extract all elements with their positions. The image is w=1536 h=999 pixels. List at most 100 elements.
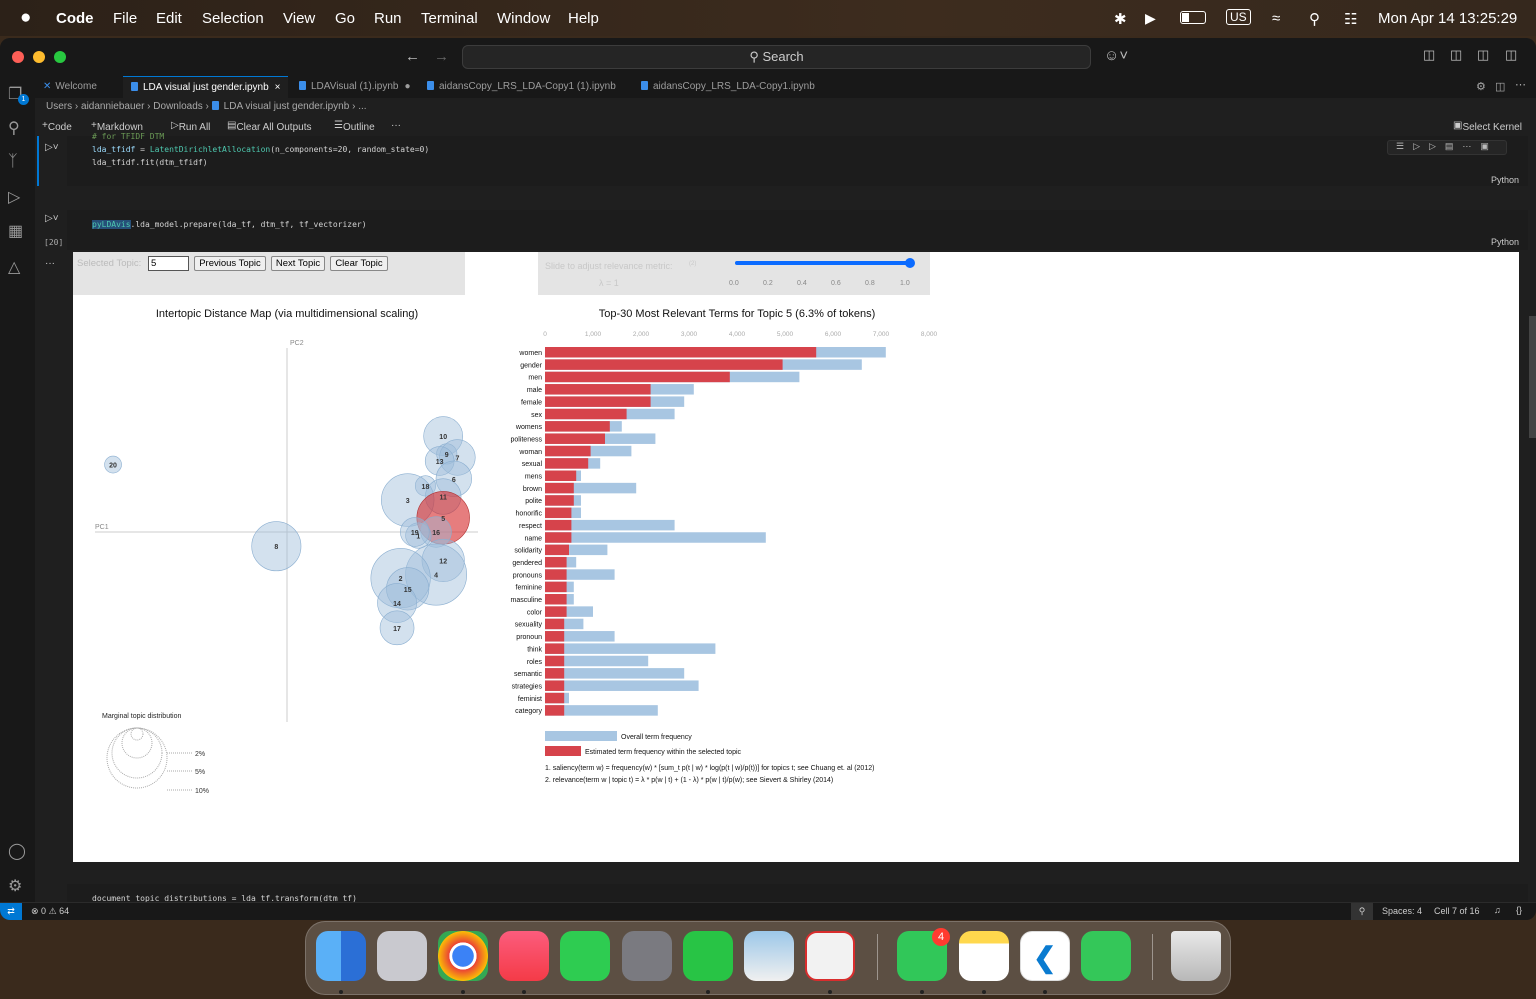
run-all-button[interactable]: ▷ Run All bbox=[171, 120, 211, 133]
customize-layout-icon[interactable]: ◫ bbox=[1423, 47, 1436, 62]
extensions-icon[interactable]: ▦ bbox=[8, 223, 24, 240]
clear-topic-button[interactable]: Clear Topic bbox=[330, 256, 388, 271]
notes-icon[interactable] bbox=[959, 931, 1009, 981]
system-settings-icon[interactable] bbox=[622, 931, 672, 981]
vscode-icon[interactable]: ❮ bbox=[1020, 931, 1070, 981]
code-line[interactable]: pyLDAvis.lda_model.prepare(lda_tf, dtm_t… bbox=[92, 220, 367, 229]
menu-go[interactable]: Go bbox=[335, 10, 356, 27]
numbers-icon[interactable] bbox=[1081, 931, 1131, 981]
zotero-icon[interactable] bbox=[805, 931, 855, 981]
bell-icon[interactable]: ♫ bbox=[1494, 905, 1501, 915]
control-center-icon[interactable]: ☷ bbox=[1344, 11, 1358, 28]
search-icon[interactable]: ⚲ bbox=[8, 120, 20, 137]
unsaved-dot-icon[interactable]: ● bbox=[404, 81, 411, 92]
breadcrumb-item[interactable]: LDA visual just gender.ipynb bbox=[223, 101, 350, 112]
trash-icon[interactable] bbox=[1171, 931, 1221, 981]
tab-welcome[interactable]: ✕ Welcome bbox=[35, 76, 121, 98]
relevance-slider-track[interactable] bbox=[735, 261, 910, 265]
bluetooth-icon[interactable]: ✱ bbox=[1114, 11, 1127, 28]
code-cell-2[interactable] bbox=[67, 210, 1528, 250]
tab-aidans-copy-1[interactable]: aidansCopy_LRS_LDA-Copy1 (1).ipynb bbox=[419, 76, 625, 98]
battery-icon[interactable] bbox=[1180, 11, 1206, 24]
previous-topic-button[interactable]: Previous Topic bbox=[194, 256, 266, 271]
music-icon[interactable] bbox=[499, 931, 549, 981]
cell-language[interactable]: Python bbox=[1491, 237, 1520, 247]
tab-aidans-copy[interactable]: aidansCopy_LRS_LDA-Copy1.ipynb bbox=[633, 76, 815, 98]
menu-view[interactable]: View bbox=[283, 10, 316, 27]
menu-edit[interactable]: Edit bbox=[156, 10, 182, 27]
menu-selection[interactable]: Selection bbox=[202, 10, 264, 27]
menu-run[interactable]: Run bbox=[374, 10, 402, 27]
output-more-button[interactable]: ··· bbox=[45, 258, 55, 269]
run-cell-button[interactable]: ▷˅ bbox=[45, 142, 59, 153]
menu-help[interactable]: Help bbox=[568, 10, 599, 27]
code-cell-1[interactable] bbox=[67, 136, 1528, 186]
apple-icon[interactable]: ● bbox=[20, 7, 32, 28]
topic-circle-16[interactable] bbox=[420, 516, 452, 548]
account-icon[interactable]: ◯ bbox=[8, 843, 26, 860]
cell-toolbar[interactable]: ☰▷▷▤⋯▣ bbox=[1387, 140, 1507, 155]
zoom-icon[interactable]: ⚲ bbox=[1351, 903, 1373, 920]
input-source[interactable]: US bbox=[1226, 9, 1251, 25]
clear-outputs-button[interactable]: ▤ Clear All Outputs bbox=[227, 120, 312, 133]
braces-icon[interactable]: {} bbox=[1516, 905, 1523, 915]
spotlight-icon[interactable]: ⚲ bbox=[1309, 11, 1320, 28]
menu-file[interactable]: File bbox=[113, 10, 138, 27]
problems-indicator[interactable]: ⊗ 0 ⚠ 64 bbox=[31, 906, 70, 916]
code-cell-3[interactable] bbox=[67, 884, 1528, 902]
run-debug-icon[interactable]: ▷ bbox=[8, 189, 21, 206]
topic-circle-8[interactable] bbox=[251, 521, 302, 572]
cell-language[interactable]: Python bbox=[1491, 175, 1520, 185]
indentation-indicator[interactable]: Spaces: 4 bbox=[1382, 906, 1423, 916]
topic-circle-19[interactable] bbox=[400, 517, 430, 547]
remote-icon[interactable]: ⇄ bbox=[0, 903, 22, 920]
forward-arrow-icon[interactable]: → bbox=[434, 48, 449, 65]
breadcrumb-item[interactable]: Users bbox=[46, 101, 73, 112]
toggle-sidebar-icon[interactable]: ◫ bbox=[1450, 47, 1463, 62]
minimize-window-button[interactable] bbox=[33, 51, 45, 63]
run-cell-button[interactable]: ▷˅ bbox=[45, 213, 59, 224]
menu-terminal[interactable]: Terminal bbox=[421, 10, 478, 27]
topic-circle-15[interactable] bbox=[386, 567, 430, 611]
select-kernel-button[interactable]: ▣ Select Kernel bbox=[1453, 120, 1522, 133]
copilot-icon[interactable]: ☺˅ bbox=[1104, 47, 1129, 64]
close-icon[interactable]: × bbox=[274, 82, 281, 93]
topic-circle-4[interactable] bbox=[405, 543, 468, 606]
outline-button[interactable]: ☰ Outline bbox=[334, 120, 375, 133]
gear-icon[interactable]: ⚙ bbox=[1476, 81, 1486, 93]
more-actions-icon[interactable]: ⋯ bbox=[1515, 79, 1526, 91]
split-editor-icon[interactable]: ◫ bbox=[1495, 81, 1506, 93]
command-center-search[interactable]: ⚲ Search bbox=[462, 45, 1091, 69]
preview-icon[interactable] bbox=[744, 931, 794, 981]
zoom-window-button[interactable] bbox=[54, 51, 66, 63]
gear-icon[interactable]: ⚙ bbox=[8, 878, 23, 895]
code-line[interactable]: lda_tfidf.fit(dtm_tfidf) bbox=[92, 158, 208, 167]
wechat-icon[interactable] bbox=[683, 931, 733, 981]
next-topic-button[interactable]: Next Topic bbox=[271, 256, 325, 271]
testing-icon[interactable]: △ bbox=[8, 259, 21, 276]
facetime-icon[interactable] bbox=[560, 931, 610, 981]
code-line[interactable]: document_topic_distributions = lda_tf.tr… bbox=[92, 894, 357, 903]
breadcrumb-item[interactable]: aidanniebauer bbox=[81, 101, 145, 112]
toolbar-more-button[interactable]: ··· bbox=[391, 120, 401, 131]
play-icon[interactable]: ▶ bbox=[1145, 10, 1156, 26]
cell-indicator[interactable]: Cell 7 of 16 bbox=[1434, 906, 1480, 916]
menu-window[interactable]: Window bbox=[497, 10, 551, 27]
tab-lda-visual-gender[interactable]: LDA visual just gender.ipynb × bbox=[123, 76, 288, 98]
add-markdown-button[interactable]: + Markdown bbox=[91, 120, 143, 133]
toggle-secondary-sidebar-icon[interactable]: ◫ bbox=[1505, 47, 1518, 62]
close-window-button[interactable] bbox=[12, 51, 24, 63]
breadcrumb-item[interactable]: ... bbox=[358, 101, 367, 112]
code-line[interactable]: lda_tfidf = LatentDirichletAllocation(n_… bbox=[92, 145, 430, 154]
relevance-slider-thumb[interactable] bbox=[905, 258, 915, 268]
topic-circle-14[interactable] bbox=[377, 583, 417, 623]
topic-circle-1[interactable] bbox=[405, 522, 432, 549]
breadcrumb-item[interactable]: Downloads bbox=[153, 101, 203, 112]
scrollbar-thumb[interactable] bbox=[1529, 316, 1536, 438]
tab-ldavisual[interactable]: LDAVisual (1).ipynb ● bbox=[291, 76, 416, 98]
launchpad-icon[interactable] bbox=[377, 931, 427, 981]
source-control-icon[interactable]: ᛉ bbox=[8, 153, 18, 170]
topic-circle-20[interactable] bbox=[104, 455, 122, 474]
clock[interactable]: Mon Apr 14 13:25:29 bbox=[1378, 10, 1518, 27]
chrome-icon[interactable] bbox=[438, 931, 488, 981]
